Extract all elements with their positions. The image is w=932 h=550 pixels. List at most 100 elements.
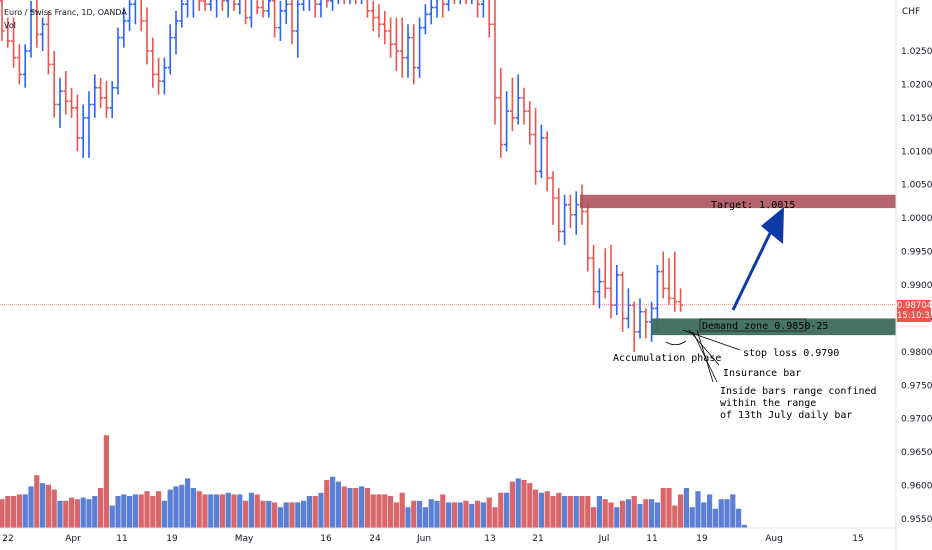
ohlc-bar [465,0,467,5]
ohlc-bar [202,0,208,11]
ohlc-bar [260,0,266,18]
volume-bar [364,488,370,528]
price-tick-label: 1.02000 [901,80,932,90]
ohlc-bar [109,81,115,118]
ohlc-bar [596,268,602,309]
bar-countdown: 15:10:33 [897,311,932,321]
ohlc-bar [11,17,17,68]
volume-bar [562,496,568,528]
time-axis[interactable]: 22 Apr 11 19 May 16 24 Jun 13 21 Jul 11 19 Aug 15 [2,534,863,544]
ohlc-bar [103,81,109,118]
ohlc-bar [678,288,684,312]
ohlc-bar [446,0,450,11]
volume-bar [712,508,718,528]
time-tick-label: 13 [484,534,495,544]
ohlc-bar [34,0,40,48]
ohlc-bar [515,74,521,125]
time-tick-label: 24 [369,534,381,544]
time-tick-label: Jun [416,534,431,544]
ohlc-bar [422,4,428,35]
volume-bar [509,481,515,528]
time-tick-label: 21 [532,534,543,544]
volume-bar [295,502,301,528]
volume-bar [614,507,620,528]
ohlc-bar [366,0,370,18]
ohlc-bar [301,0,305,11]
ohlc-bar [314,0,318,18]
ohlc-bar [417,17,423,78]
ohlc-bar [295,0,301,58]
volume-bar [736,508,742,528]
ohlc-bar [127,0,133,31]
volume-bar [486,497,492,528]
ohlc-bar [272,0,278,38]
volume-bar [74,499,80,528]
ohlc-bar [92,74,98,118]
volume-bar [730,494,736,528]
volume-bar [672,505,678,528]
ohlc-bar [411,24,417,85]
volume-bar [382,494,388,528]
volume-bar [219,494,225,528]
volume-indicator-label[interactable]: Vol [4,21,16,30]
volume-bar [388,496,394,528]
volume-bar [179,484,185,528]
volume-bar [127,496,133,528]
volume-bar [701,502,707,528]
annotation-leaders [665,329,741,383]
volume-bar [527,483,533,528]
time-tick-label: May [235,534,254,544]
volume-bar [51,489,57,528]
volume-bar [28,486,34,528]
ohlc-bar [244,0,249,25]
time-tick-label: 16 [320,534,332,544]
ohlc-bar [376,4,382,38]
price-tick-label: 1.01500 [901,114,932,124]
ohlc-bar [45,10,51,75]
volume-bar [620,500,626,528]
demand-label: Demand zone 0.9850-25 [702,321,828,332]
volume-bar [196,491,202,528]
volume-bar [451,502,457,528]
ohlc-bar [470,0,473,5]
ohlc-bar [349,0,351,5]
ohlc-bar [550,171,556,225]
volume-bar [353,488,359,528]
ohlc-bar [585,201,591,272]
price-axis[interactable]: 1.02500 1.02000 1.01500 1.01000 1.00500 1.000… [901,47,932,525]
volume-bar [596,496,602,528]
volume-bar [591,507,597,528]
currency-label: CHF [902,7,921,17]
time-tick-label: Apr [65,534,81,544]
ohlc-bar [672,251,678,312]
ohlc-bar [556,188,562,242]
volume-bar [695,491,701,528]
price-tick-label: 1.01000 [901,147,932,157]
volume-bar [86,499,92,528]
volume-bar [161,500,167,528]
volume-bar [463,500,469,528]
ohlc-bar [277,0,283,41]
volume-bar [202,494,208,528]
ohlc-bar [256,0,260,15]
ohlc-bar [266,0,272,18]
volume-bar [707,494,713,528]
volume-bar [57,500,63,528]
volume-bar [289,502,295,528]
inside-bars-label-3: of 13th July daily bar [720,410,852,421]
ohlc-bar [198,0,202,11]
ohlc-bar [115,27,121,95]
volume-bar [45,484,51,528]
inside-bars-label-1: Inside bars range confined [720,386,877,397]
time-tick-label: Aug [765,534,783,544]
ohlc-bar [492,0,498,125]
target-zone[interactable] [580,194,896,209]
symbol-title[interactable]: Euro / Swiss Franc, 1D, OANDA [4,8,127,17]
volume-bar [173,486,179,528]
volume-bar [306,496,312,528]
volume-bar [556,492,562,528]
ohlc-bar [121,7,127,48]
